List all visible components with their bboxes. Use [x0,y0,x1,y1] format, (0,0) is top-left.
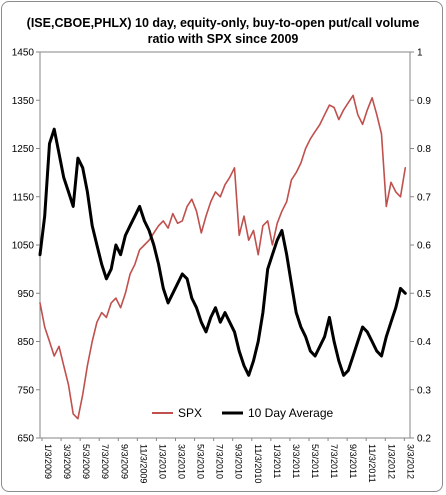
legend: SPX 10 Day Average [140,402,333,424]
x-tick-label: 3/3/2011 [291,444,301,478]
right-tick-label: 0.5 [417,289,431,300]
x-tick-label: 9/3/2010 [234,444,244,479]
x-tick-label: 5/3/2011 [310,444,320,478]
chart-title-line-1: (ISE,CBOE,PHLX) 10 day, equity-only, buy… [27,16,420,30]
x-tick-label: 9/3/2011 [348,444,358,478]
x-tick-label: 11/3/2010 [253,444,263,483]
right-tick-label: 0.3 [417,385,431,396]
left-tick-label: 950 [17,289,34,300]
right-tick-label: 0.6 [417,241,431,252]
x-tick-label: 1/3/2011 [272,444,282,478]
chart-title-line-2: ratio with SPX since 2009 [148,32,299,46]
left-tick-label: 750 [17,385,34,396]
left-tick-label: 1250 [12,144,35,155]
spx-line [39,94,407,420]
x-tick-label: 7/3/2009 [100,444,110,479]
right-axis: 0.2 0.3 0.4 0.5 0.6 0.7 0.8 0.9 1 [410,48,431,445]
right-tick-label: 0.4 [417,337,431,348]
plot-area [39,51,411,439]
left-tick-label: 1450 [12,48,35,59]
left-tick-label: 650 [17,434,34,445]
x-tick-label: 1/3/2009 [43,444,53,479]
right-tick-label: 0.8 [417,144,431,155]
x-tick-label: 5/3/2010 [196,444,206,479]
x-tick-label: 1/3/2010 [157,444,167,479]
legend-label-10-day-average: 10 Day Average [248,406,333,420]
ten-day-average-line [38,127,407,377]
right-tick-label: 1 [417,48,423,59]
left-tick-label: 1150 [12,192,34,203]
left-tick-label: 850 [17,337,34,348]
right-tick-label: 0.7 [417,192,431,203]
x-tick-label: 3/3/2010 [176,444,186,479]
x-axis: 1/3/2009 3/3/2009 5/3/2009 7/3/2009 9/3/2009… [41,438,415,483]
left-tick-label: 1050 [12,241,35,252]
plot-border [39,51,411,439]
left-axis: 650 750 850 950 1050 1150 1250 1350 1450 [12,48,40,445]
legend-label-spx: SPX [178,406,202,420]
x-tick-label: 5/3/2009 [81,444,91,479]
x-tick-label: 1/3/2012 [386,444,396,479]
x-tick-label: 11/3/2011 [367,444,377,483]
x-tick-label: 7/3/2011 [329,444,339,478]
series-layer [38,94,407,420]
x-tick-label: 3/3/2009 [62,444,72,479]
x-tick-label: 3/3/2012 [405,444,415,479]
left-tick-label: 1350 [12,96,35,107]
x-tick-label: 9/3/2009 [119,444,129,479]
right-tick-label: 0.2 [417,434,431,445]
x-tick-label: 7/3/2010 [215,444,225,479]
x-tick-label: 11/3/2009 [138,444,148,483]
right-tick-label: 0.9 [417,96,431,107]
